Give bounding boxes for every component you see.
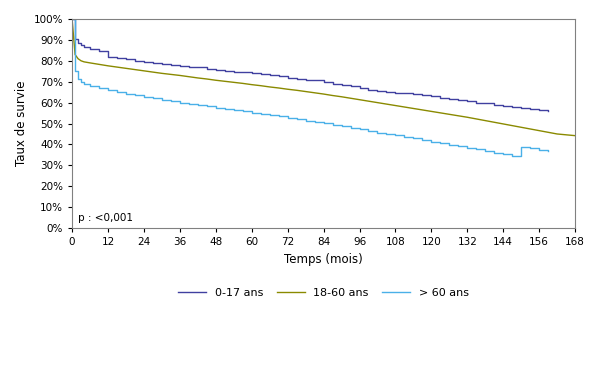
- > 60 ans: [77, 79, 85, 84]
- 0-17 ans: [383, 89, 390, 94]
- 18-60 ans: [194, 76, 202, 80]
- 0-17 ans: [392, 91, 399, 95]
- Line: 18-60 ans: 18-60 ans: [72, 19, 575, 136]
- 0-17 ans: [257, 72, 265, 76]
- 18-60 ans: [131, 67, 139, 72]
- 18-60 ans: [68, 17, 76, 21]
- 18-60 ans: [212, 78, 220, 83]
- > 60 ans: [68, 17, 76, 21]
- > 60 ans: [257, 112, 265, 116]
- X-axis label: Temps (mois): Temps (mois): [284, 252, 363, 266]
- 0-17 ans: [176, 64, 184, 68]
- > 60 ans: [176, 100, 184, 105]
- > 60 ans: [383, 132, 390, 136]
- Y-axis label: Taux de survie: Taux de survie: [15, 81, 28, 166]
- 18-60 ans: [374, 100, 381, 105]
- Line: > 60 ans: > 60 ans: [72, 19, 548, 156]
- Legend: 0-17 ans, 18-60 ans, > 60 ans: 0-17 ans, 18-60 ans, > 60 ans: [174, 284, 473, 303]
- 18-60 ans: [571, 134, 578, 138]
- 18-60 ans: [176, 73, 184, 78]
- Line: 0-17 ans: 0-17 ans: [72, 19, 548, 111]
- 18-60 ans: [221, 79, 229, 83]
- 0-17 ans: [74, 41, 82, 45]
- 0-17 ans: [545, 109, 552, 113]
- > 60 ans: [74, 76, 82, 81]
- Text: p : <0,001: p : <0,001: [78, 213, 133, 223]
- > 60 ans: [509, 153, 516, 158]
- 0-17 ans: [68, 17, 76, 21]
- > 60 ans: [545, 149, 552, 153]
- 0-17 ans: [77, 43, 85, 47]
- > 60 ans: [392, 133, 399, 138]
